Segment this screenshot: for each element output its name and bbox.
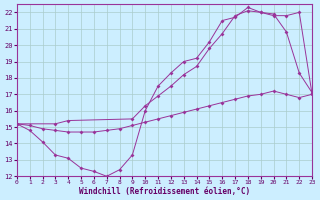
X-axis label: Windchill (Refroidissement éolien,°C): Windchill (Refroidissement éolien,°C) (79, 187, 250, 196)
